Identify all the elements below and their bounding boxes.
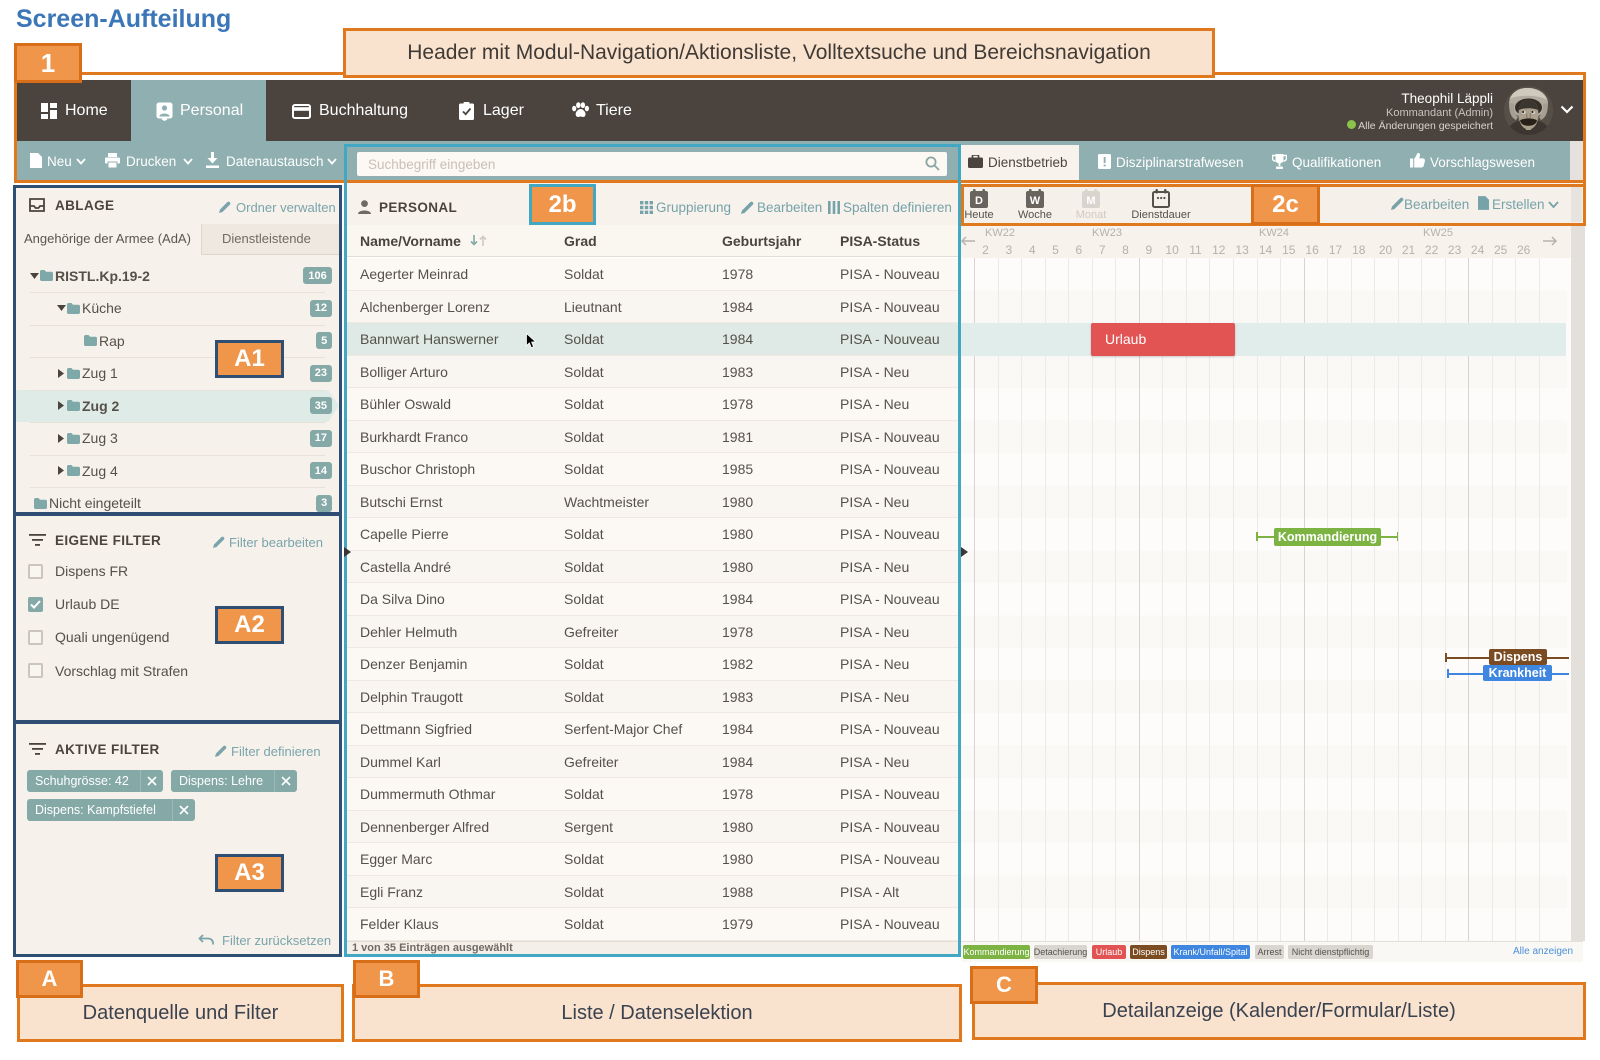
- svg-text:M: M: [1086, 195, 1095, 207]
- svg-text:W: W: [1030, 195, 1041, 207]
- svg-text:D: D: [975, 195, 983, 207]
